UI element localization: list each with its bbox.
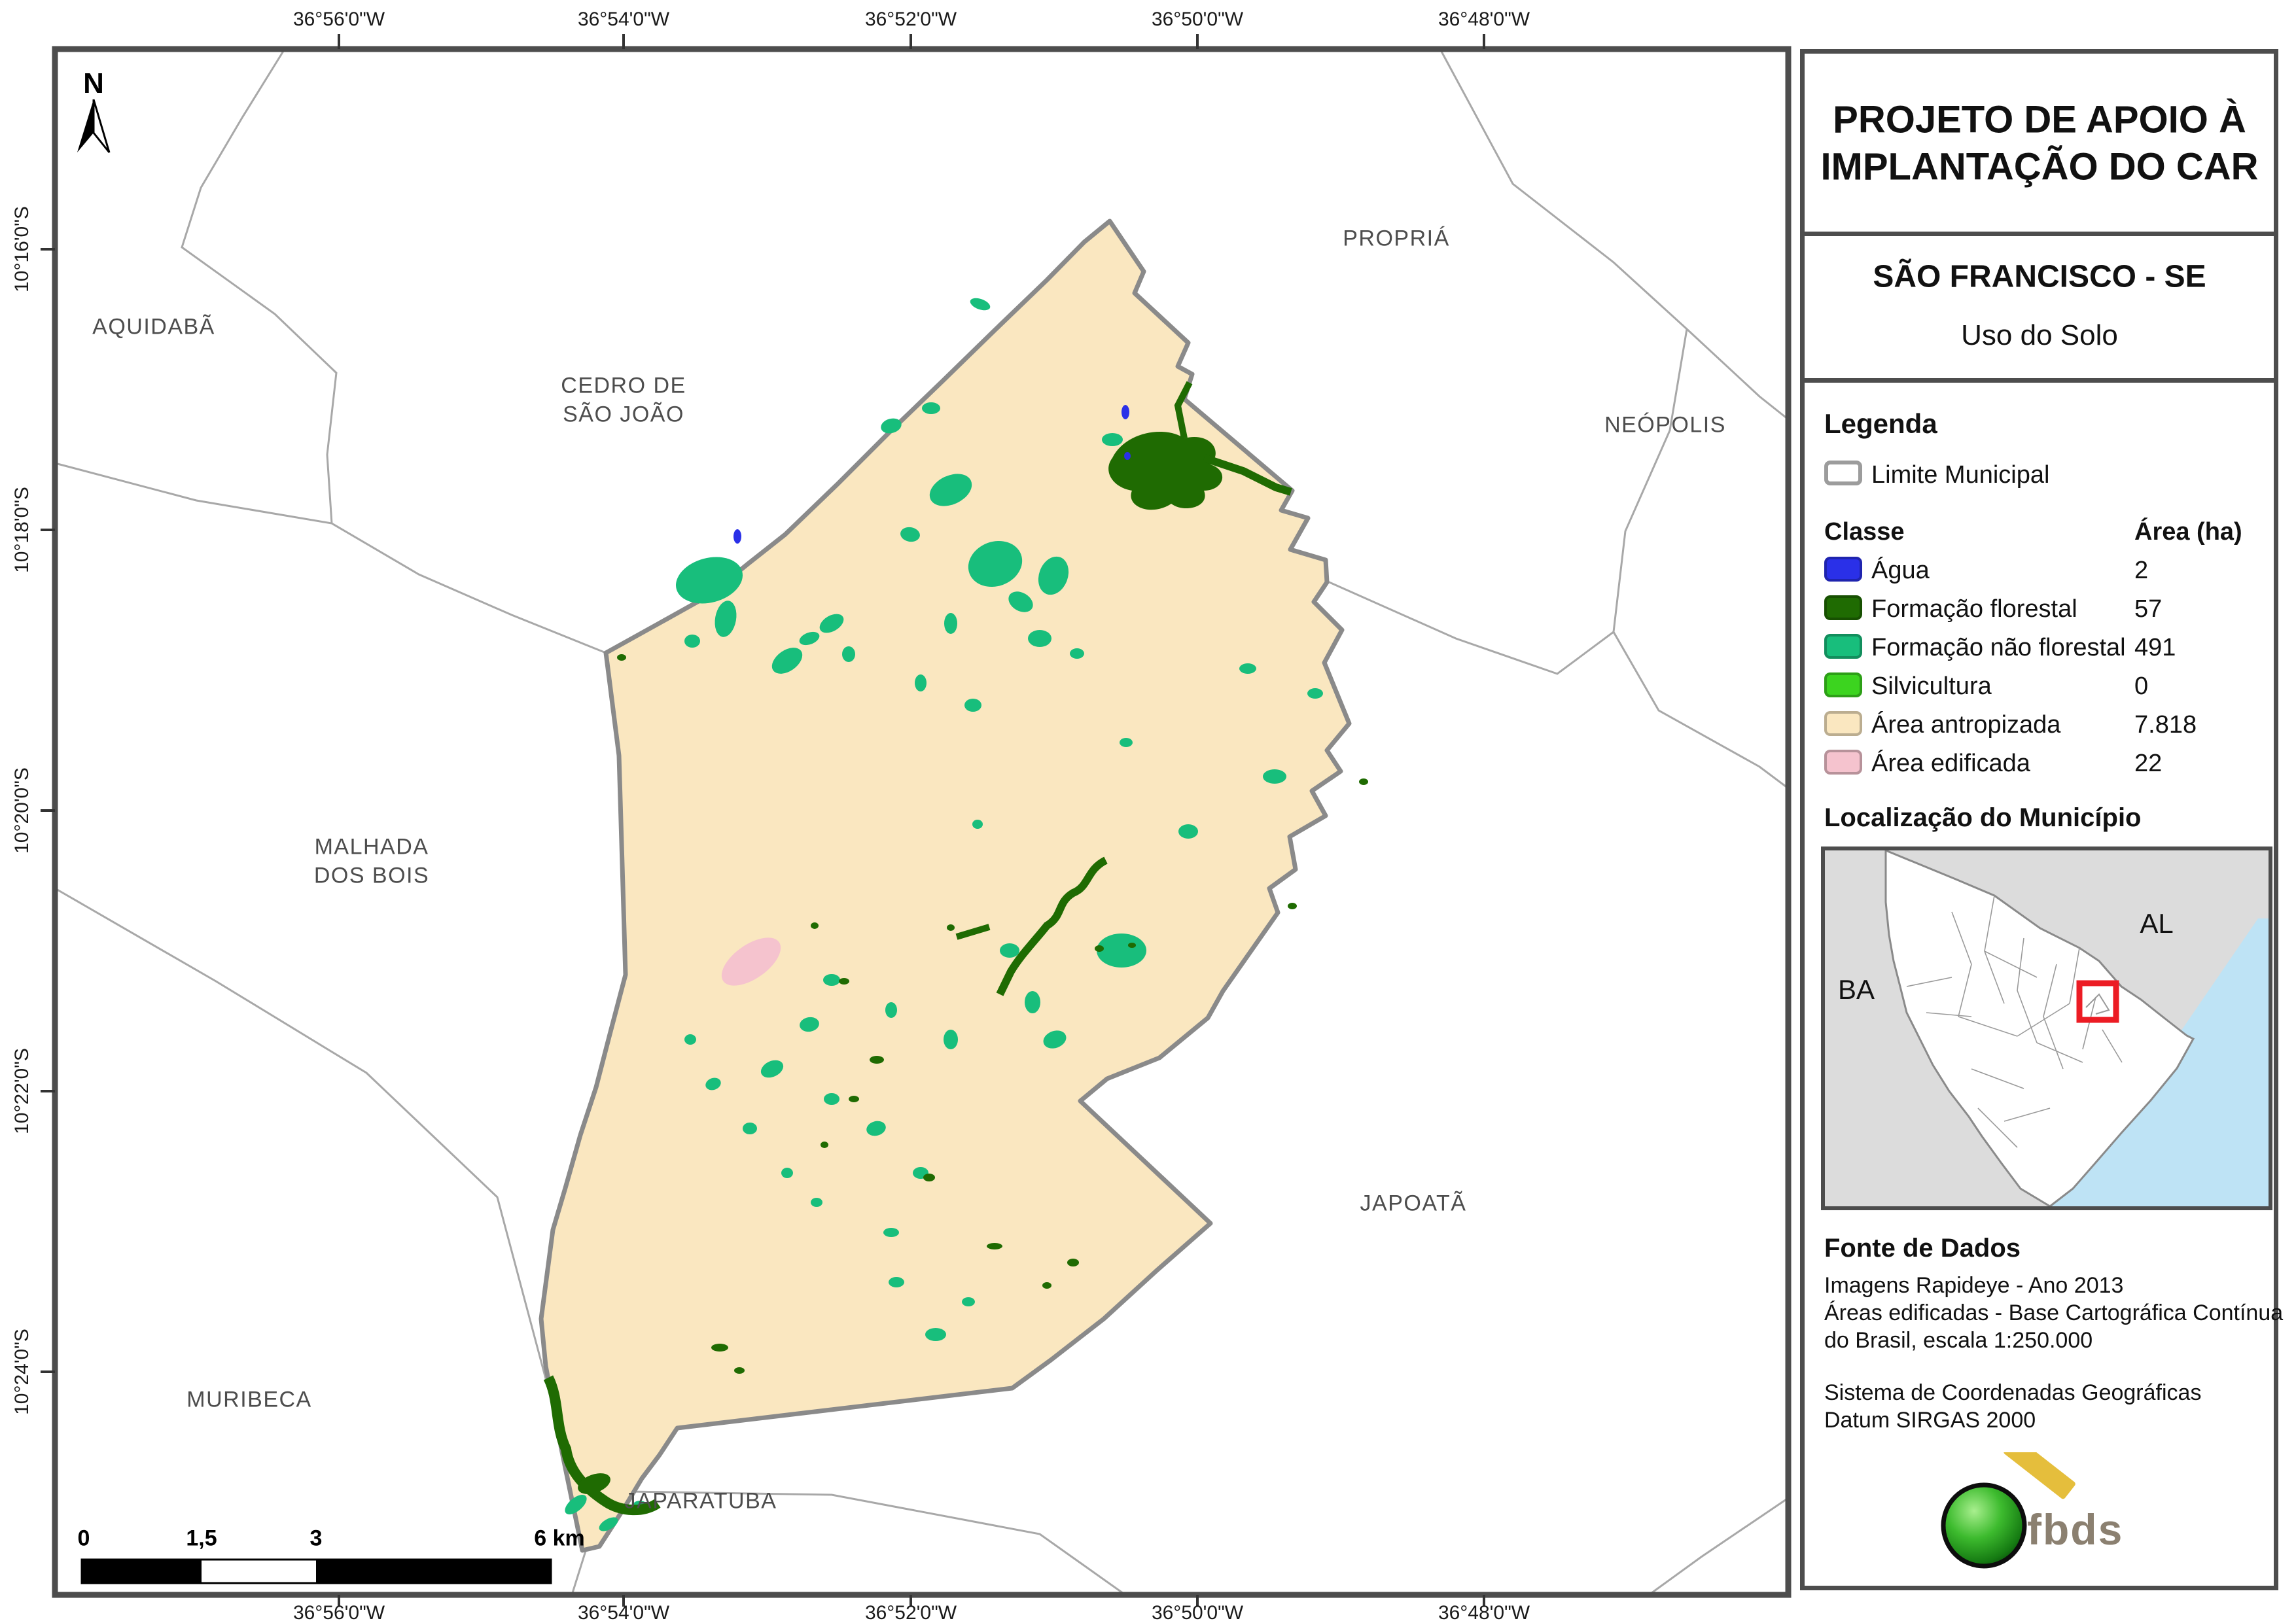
lon-label-top-1: 36°54'0"W	[577, 9, 670, 30]
municipality-polygon	[539, 218, 1352, 1553]
localizacao-heading: Localização do Município	[1824, 803, 2142, 832]
logo-green-sphere	[1941, 1482, 2027, 1569]
scalebar-tick-1: 1,5	[186, 1526, 217, 1551]
lon-label-top-0: 36°56'0"W	[292, 9, 385, 30]
lon-label-top-2: 36°52'0"W	[864, 9, 957, 30]
legend-col-classe: Classe	[1824, 518, 1905, 546]
limite-municipal-label: Limite Municipal	[1871, 461, 2050, 489]
legend-swatch-agua	[1824, 557, 1862, 582]
lat-label-0: 10°16'0"S	[11, 206, 33, 292]
locator-municipal-mesh	[1906, 895, 2123, 1148]
neighbor-label-aquidaba: AQUIDABÃ	[92, 314, 215, 340]
legend-label-silvicultura: Silvicultura	[1871, 672, 1992, 700]
lon-label-bottom-3: 36°50'0"W	[1151, 1602, 1244, 1623]
lon-label-bottom-0: 36°56'0"W	[292, 1602, 385, 1623]
legend-value-nao-florestal: 491	[2134, 634, 2176, 661]
legend-label-nao-florestal: Formação não florestal	[1871, 634, 2126, 661]
neighbor-label-muribeca: MURIBECA	[186, 1387, 312, 1412]
fonte-heading: Fonte de Dados	[1824, 1234, 2021, 1263]
panel-divider-2	[1800, 378, 2278, 383]
lon-label-bottom-1: 36°54'0"W	[577, 1602, 670, 1623]
scale-bar	[80, 1558, 552, 1584]
legend-swatch-florestal	[1824, 595, 1862, 620]
legend-label-agua: Água	[1871, 557, 1930, 584]
lon-label-bottom-4: 36°48'0"W	[1438, 1602, 1530, 1623]
legend-label-florestal: Formação florestal	[1871, 595, 2077, 623]
map-theme: Uso do Solo	[1961, 319, 2118, 351]
neighbor-label-cedro-2: SÃO JOÃO	[563, 402, 684, 427]
project-title-line2: IMPLANTAÇÃO DO CAR	[1820, 145, 2259, 188]
fonte-line-3: do Brasil, escala 1:250.000	[1824, 1328, 2093, 1353]
fonte-line-2: Áreas edificadas - Base Cartográfica Con…	[1824, 1300, 2284, 1325]
lon-label-top-3: 36°50'0"W	[1151, 9, 1244, 30]
panel-divider-1	[1800, 232, 2278, 236]
forest-patches	[543, 381, 1368, 1516]
neighbor-label-japoata: JAPOATÃ	[1360, 1191, 1467, 1216]
logo-yellow-bar	[2004, 1452, 2075, 1499]
legend-swatch-silvicultura	[1824, 672, 1862, 697]
north-label: N	[83, 67, 104, 99]
lat-label-1: 10°18'0"S	[11, 487, 33, 573]
legend-value-florestal: 57	[2134, 595, 2163, 623]
crs-line-2: Datum SIRGAS 2000	[1824, 1408, 2036, 1433]
logo-wordmark: fbds	[2027, 1505, 2124, 1554]
lat-label-4: 10°24'0"S	[11, 1329, 33, 1415]
project-title-line1: PROJETO DE APOIO À	[1833, 98, 2246, 141]
built-area-patch	[721, 937, 781, 986]
neighbor-label-japaratuba: JAPARATUBA	[624, 1488, 777, 1514]
legend-col-area: Área (ha)	[2134, 518, 2242, 546]
scalebar-tick-2: 3	[309, 1526, 323, 1551]
inset-label-al: AL	[2140, 908, 2174, 939]
scalebar-tick-0: 0	[77, 1526, 90, 1551]
lat-label-3: 10°22'0"S	[11, 1048, 33, 1134]
municipality-title: SÃO FRANCISCO - SE	[1873, 259, 2206, 294]
locator-map-canvas	[1884, 850, 2269, 1206]
legend-swatch-antropizada	[1824, 711, 1862, 736]
neighbor-label-malhada-2: DOS BOIS	[313, 863, 430, 888]
limite-municipal-swatch	[1824, 461, 1862, 485]
fonte-line-1: Imagens Rapideye - Ano 2013	[1824, 1273, 2124, 1298]
fbds-logo	[1941, 1452, 2075, 1569]
inset-label-ba: BA	[1837, 974, 1875, 1005]
scalebar-tick-3: 6 km	[534, 1526, 585, 1551]
legend-swatch-nao-florestal	[1824, 634, 1862, 659]
locator-ocean	[2050, 918, 2269, 1206]
legend-label-edificada: Área edificada	[1871, 750, 2030, 777]
legend-heading: Legenda	[1824, 408, 1937, 439]
legend-value-silvicultura: 0	[2134, 672, 2149, 700]
legend-value-agua: 2	[2134, 557, 2149, 584]
legend-value-edificada: 22	[2134, 750, 2163, 777]
neighbor-label-malhada-1: MALHADA	[314, 834, 429, 860]
info-panel	[1800, 49, 2278, 1590]
locator-highlight-square	[2076, 980, 2119, 1023]
neighbor-label-propria: PROPRIÁ	[1343, 226, 1450, 251]
north-arrow-icon	[77, 99, 111, 153]
map-frame	[52, 46, 1792, 1598]
lat-label-2: 10°20'0"S	[11, 767, 33, 854]
lon-label-bottom-2: 36°52'0"W	[864, 1602, 957, 1623]
lon-label-top-4: 36°48'0"W	[1438, 9, 1530, 30]
graticule-ticks	[41, 34, 1485, 1607]
legend-value-antropizada: 7.818	[2134, 711, 2197, 739]
legend-swatch-edificada	[1824, 750, 1862, 775]
neighbor-label-cedro-1: CEDRO DE	[561, 373, 686, 398]
crs-line-1: Sistema de Coordenadas Geográficas	[1824, 1380, 2202, 1405]
neighbor-boundaries	[54, 48, 1789, 1596]
water-patches	[733, 405, 1131, 544]
neighbor-label-neopolis: NEÓPOLIS	[1604, 412, 1726, 438]
locator-municipality-outline	[2085, 993, 2110, 1015]
legend-label-antropizada: Área antropizada	[1871, 711, 2061, 739]
